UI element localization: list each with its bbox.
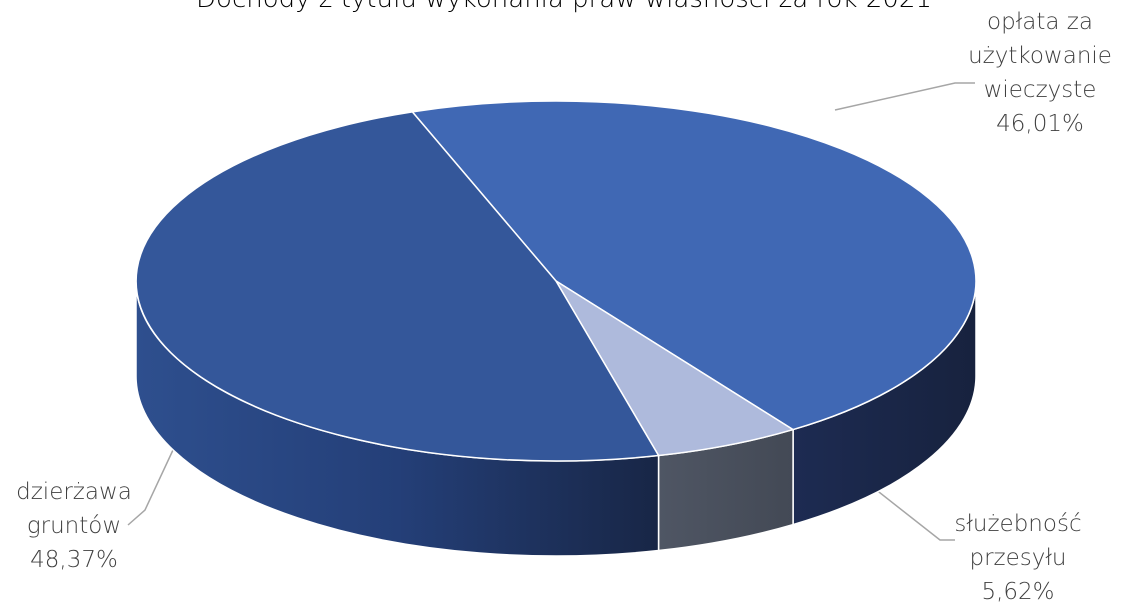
leader-line-sluzebnosc [869, 484, 955, 541]
slice-value-dzierzawa: 48,37% [30, 547, 118, 573]
slice-label-dzierzawa-line-1: dzierżawa [16, 479, 132, 505]
slice-label-sluzebnosc-line-2: przesyłu [969, 545, 1067, 571]
slice-value-sluzebnosc: 5,62% [981, 579, 1055, 605]
leader-line-dzierzawa [127, 434, 181, 526]
slice-label-oplata-line-1: opłata za [987, 9, 1093, 35]
slice-label-sluzebnosc-line-1: służebność [954, 511, 1082, 537]
slice-0 [411, 100, 977, 431]
slice-2 [135, 111, 660, 462]
slice-label-oplata-line-3: wieczyste [983, 77, 1097, 103]
leader-line-oplata [834, 82, 975, 111]
slice-label-oplata-line-2: użytkowanie [968, 43, 1112, 69]
chart-title: Dochody z tytułu wykonania praw własnośc… [0, 0, 1128, 14]
slice-label-sluzebnosc: służebność przesyłu 5,62% [928, 507, 1108, 609]
slice-value-oplata: 46,01% [996, 111, 1084, 137]
slice-label-dzierzawa-line-2: gruntów [26, 513, 122, 539]
slice-label-oplata: opłata za użytkowanie wieczyste 46,01% [940, 5, 1128, 141]
slice-1 [555, 280, 794, 457]
slice-label-dzierzawa: dzierżawa gruntów 48,37% [0, 475, 148, 577]
